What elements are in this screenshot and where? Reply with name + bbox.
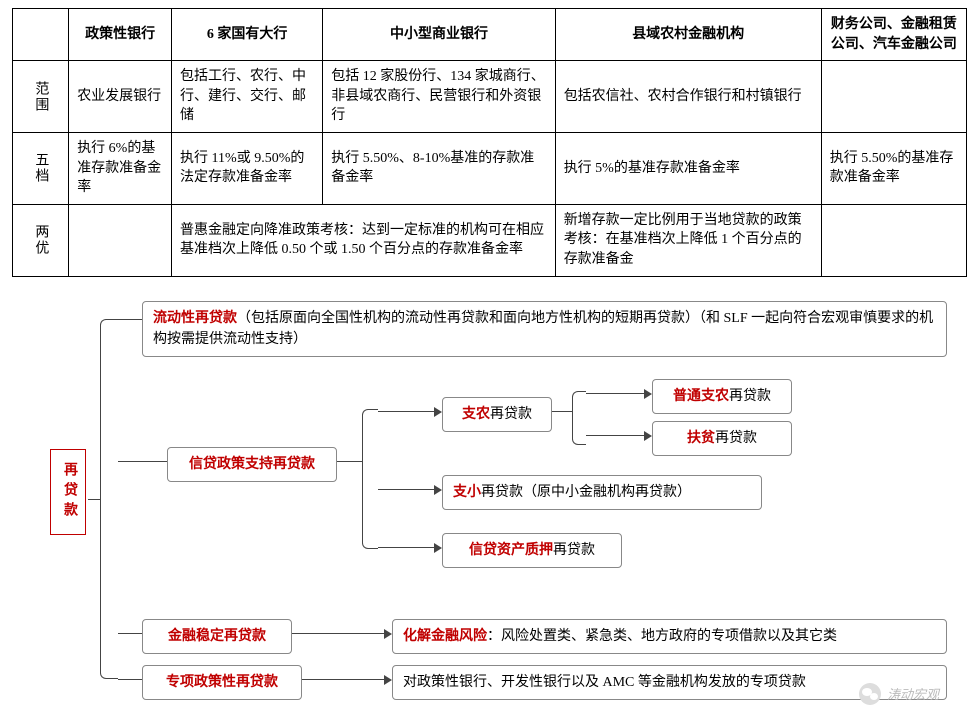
label-red: 金融稳定再贷款 — [168, 629, 266, 644]
col-header-blank — [13, 9, 69, 61]
cell: 执行 5.50%的基准存款准备金率 — [821, 132, 966, 204]
row-label-pref: 两优 — [13, 204, 69, 276]
connector — [118, 633, 142, 635]
table: 政策性银行 6 家国有大行 中小型商业银行 县域农村金融机构 财务公司、金融租赁… — [12, 8, 967, 277]
connector-arrow — [302, 679, 384, 681]
node-liquidity: 流动性再贷款（包括原面向全国性机构的流动性再贷款和面向地方性机构的短期再贷款）（… — [142, 301, 947, 357]
label-rest: ：风险处置类、紧急类、地方政府的专项借款以及其它类 — [487, 629, 837, 644]
connector — [118, 319, 142, 321]
table-row: 五档 执行 6%的基准存款准备金率 执行 11%或 9.50%的法定存款准备金率… — [13, 132, 967, 204]
label-red: 扶贫 — [687, 431, 715, 446]
cell: 执行 5%的基准存款准备金率 — [555, 132, 821, 204]
root-node: 再贷款 — [50, 449, 86, 535]
connector-arrow — [378, 489, 434, 491]
label-red: 专项政策性再贷款 — [166, 675, 278, 690]
connector — [118, 679, 142, 681]
node-agri-normal: 普通支农再贷款 — [652, 379, 792, 414]
loan-diagram: 再贷款 流动性再贷款（包括原面向全国性机构的流动性再贷款和面向地方性机构的短期再… — [12, 289, 967, 709]
cell: 包括工行、农行、中行、建行、交行、邮储 — [172, 61, 323, 133]
label-rest: （包括原面向全国性机构的流动性再贷款和面向地方性机构的短期再贷款）（和 SLF … — [153, 311, 933, 347]
label-red: 普通支农 — [673, 389, 729, 404]
node-small: 支小再贷款（原中小金融机构再贷款） — [442, 475, 762, 510]
bracket-agri — [572, 391, 586, 445]
cell-blank — [69, 204, 172, 276]
cell: 新增存款一定比例用于当地贷款的政策考核：在基准档次上降低 1 个百分点的存款准备… — [555, 204, 821, 276]
table-row: 两优 普惠金融定向降准政策考核：达到一定标准的机构可在相应基准档次上降低 0.5… — [13, 204, 967, 276]
policy-table: 政策性银行 6 家国有大行 中小型商业银行 县域农村金融机构 财务公司、金融租赁… — [12, 8, 967, 277]
table-header-row: 政策性银行 6 家国有大行 中小型商业银行 县域农村金融机构 财务公司、金融租赁… — [13, 9, 967, 61]
connector-arrow — [378, 411, 434, 413]
label-red: 化解金融风险 — [403, 629, 487, 644]
col-header-big6: 6 家国有大行 — [172, 9, 323, 61]
label-rest: 再贷款（原中小金融机构再贷款） — [481, 485, 691, 500]
cell: 执行 11%或 9.50%的法定存款准备金率 — [172, 132, 323, 204]
label-rest: 再贷款 — [715, 431, 757, 446]
label-rest: 对政策性银行、开发性银行以及 AMC 等金融机构发放的专项贷款 — [403, 675, 806, 690]
watermark: 涛动宏观 — [859, 683, 939, 705]
bracket-credit — [362, 409, 378, 549]
label-rest: 再贷款 — [553, 543, 595, 558]
node-stable: 金融稳定再贷款 — [142, 619, 292, 654]
cell: 包括农信社、农村合作银行和村镇银行 — [555, 61, 821, 133]
connector — [88, 499, 100, 501]
label-red: 支小 — [453, 485, 481, 500]
col-header-smb: 中小型商业银行 — [323, 9, 555, 61]
connector-arrow — [378, 547, 434, 549]
cell: 包括 12 家股份行、134 家城商行、非县域农商行、民营银行和外资银行 — [323, 61, 555, 133]
connector-arrow — [586, 435, 644, 437]
col-header-rural: 县域农村金融机构 — [555, 9, 821, 61]
label-red: 信贷政策支持再贷款 — [189, 457, 315, 472]
cell: 执行 6%的基准存款准备金率 — [69, 132, 172, 204]
connector — [552, 411, 572, 413]
row-label-scope: 范围 — [13, 61, 69, 133]
cell — [821, 204, 966, 276]
watermark-text: 涛动宏观 — [887, 684, 939, 703]
node-agri-poverty: 扶贫再贷款 — [652, 421, 792, 456]
cell — [821, 61, 966, 133]
node-agri: 支农再贷款 — [442, 397, 552, 432]
col-header-policy-bank: 政策性银行 — [69, 9, 172, 61]
wechat-icon — [859, 683, 881, 705]
label-red: 信贷资产质押 — [469, 543, 553, 558]
connector-arrow — [586, 393, 644, 395]
col-header-other: 财务公司、金融租赁公司、汽车金融公司 — [821, 9, 966, 61]
label-red: 支农 — [462, 407, 490, 422]
node-special: 专项政策性再贷款 — [142, 665, 302, 700]
node-pledge: 信贷资产质押再贷款 — [442, 533, 622, 568]
label-rest: 再贷款 — [490, 407, 532, 422]
node-stable-detail: 化解金融风险：风险处置类、紧急类、地方政府的专项借款以及其它类 — [392, 619, 947, 654]
cell-merged: 普惠金融定向降准政策考核：达到一定标准的机构可在相应基准档次上降低 0.50 个… — [172, 204, 556, 276]
cell: 农业发展银行 — [69, 61, 172, 133]
connector — [337, 461, 362, 463]
cell: 执行 5.50%、8-10%基准的存款准备金率 — [323, 132, 555, 204]
table-row: 范围 农业发展银行 包括工行、农行、中行、建行、交行、邮储 包括 12 家股份行… — [13, 61, 967, 133]
label-rest: 再贷款 — [729, 389, 771, 404]
node-credit: 信贷政策支持再贷款 — [167, 447, 337, 482]
connector — [118, 461, 167, 463]
row-label-tiers: 五档 — [13, 132, 69, 204]
label-red: 流动性再贷款 — [153, 311, 237, 326]
connector-arrow — [292, 633, 384, 635]
bracket-main — [100, 319, 118, 679]
